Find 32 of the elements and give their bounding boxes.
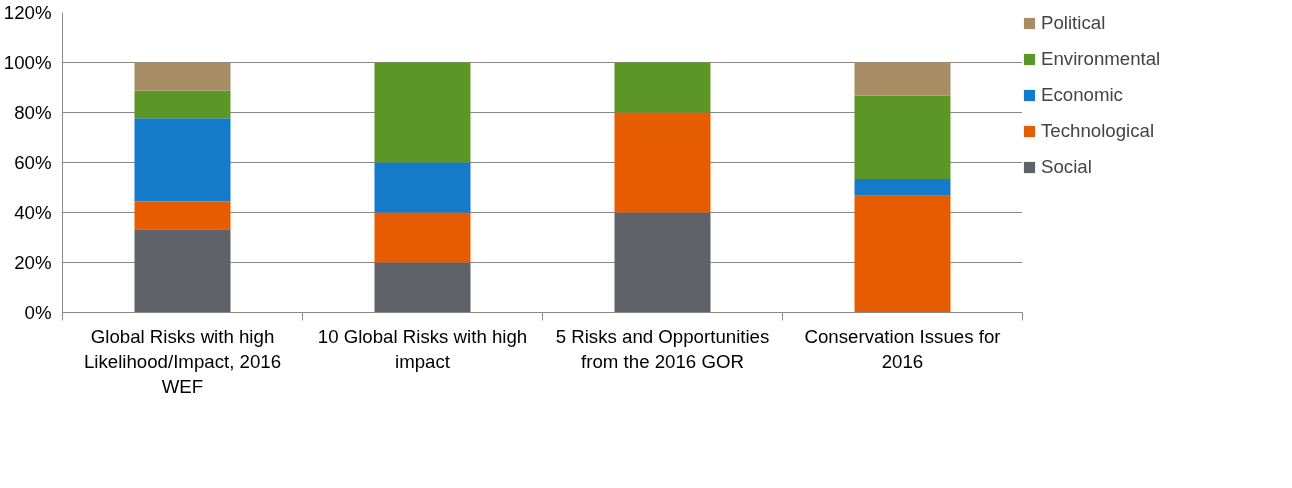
bar: [374, 62, 471, 163]
bar: [854, 95, 951, 179]
bar: [134, 62, 231, 91]
y-tick-label: 0%: [24, 302, 52, 323]
bar: [374, 162, 471, 213]
bar: [854, 62, 951, 96]
legend-label: Social: [1041, 156, 1092, 178]
bar: [854, 179, 951, 196]
legend-label: Technological: [1041, 120, 1155, 142]
x-tick-label: Global Risks with high Likelihood/Impact, 2016 WEF: [83, 325, 282, 397]
bar: [134, 229, 231, 313]
legend-label: Political: [1041, 12, 1106, 34]
bar: [614, 112, 711, 213]
x-tick-label: 10 Global Risks with high impact: [317, 325, 528, 372]
y-tick-label: 60%: [14, 152, 52, 173]
bar: [134, 90, 231, 119]
legend-label: Environmental: [1041, 48, 1161, 70]
bar: [374, 262, 471, 313]
y-tick-label: 80%: [14, 102, 52, 123]
bar: [614, 62, 711, 113]
bar: [614, 212, 711, 313]
bar: [134, 201, 231, 230]
x-tick-label: 5 Risks and Opportunities from the 2016 GOR: [555, 325, 770, 372]
y-tick-label: 20%: [14, 252, 52, 273]
y-tick-label: 100%: [3, 52, 52, 73]
bar: [854, 195, 951, 313]
bar: [374, 212, 471, 263]
legend-label: Economic: [1041, 84, 1123, 106]
x-tick-label: Conservation Issues for 2016: [804, 325, 1001, 372]
y-tick-label: 120%: [3, 2, 52, 23]
bar: [134, 118, 231, 202]
y-tick-label: 40%: [14, 202, 52, 223]
